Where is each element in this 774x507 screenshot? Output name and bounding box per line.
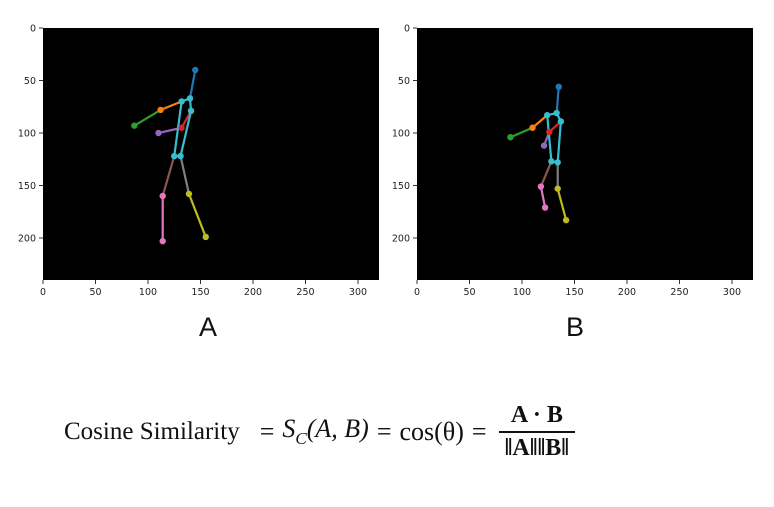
x-tick-label: 100	[139, 287, 157, 298]
y-tick-label: 100	[18, 129, 36, 140]
x-tick-label: 0	[414, 287, 420, 298]
formula-equals-2: =	[376, 417, 392, 446]
keypoint-l_ankle	[541, 204, 549, 211]
formula-fraction-bar	[498, 431, 576, 433]
skeleton-bone-r_knee-r_ankle	[556, 187, 568, 222]
keypoint-l_elbow	[157, 106, 164, 114]
plot-background	[43, 28, 379, 280]
formula-denominator: ‖A‖‖B‖	[504, 434, 570, 461]
keypoint-r_elbow	[178, 124, 185, 131]
keypoint-r_wrist	[155, 129, 162, 137]
x-tick-label: 250	[670, 287, 688, 298]
keypoint-r_shoulder	[187, 107, 195, 115]
skeleton-bone-r_knee-r_ankle	[187, 192, 207, 239]
x-tick-label: 150	[191, 287, 209, 298]
formula-fraction: A · B ‖A‖‖B‖	[498, 402, 576, 462]
formula-sc-symbol: S	[282, 414, 296, 444]
pose-plot-a: 0 50 100 150 200 250 300 0 50 100 150 200	[18, 24, 379, 298]
x-tick-label: 300	[349, 287, 367, 298]
panel-caption-b: B	[566, 312, 585, 342]
keypoint-l_knee	[159, 192, 166, 200]
skeleton-bone-l_shoulder-l_elbow	[159, 100, 183, 112]
skeleton-bone-l_hip-l_knee	[539, 160, 553, 188]
y-tick-label: 100	[392, 129, 410, 140]
skeleton-bone-r_hip-r_knee	[179, 155, 191, 195]
y-tick-label: 200	[18, 234, 36, 245]
pose-plot-b: 0 50 100 150 200 250 300 0 50 100 150 200	[392, 24, 753, 298]
keypoint-l_wrist	[131, 122, 138, 129]
keypoint-r_hip	[554, 159, 561, 166]
keypoint-l_shoulder	[178, 98, 185, 105]
skeleton-bone-l_elbow-l_wrist	[509, 126, 534, 139]
cosine-similarity-formula: Cosine Similarity = SC(A, B) = cos(θ) = …	[64, 392, 576, 472]
skeleton-bone-l_knee-l_ankle	[539, 185, 547, 209]
keypoint-l_wrist	[507, 134, 514, 141]
skeleton-bone-l_elbow-l_wrist	[133, 108, 162, 127]
keypoint-l_shoulder	[544, 111, 551, 119]
keypoint-r_shoulder	[557, 118, 565, 125]
keypoint-l_knee	[537, 183, 545, 190]
y-tick-label: 150	[392, 181, 410, 192]
keypoint-l_ankle	[159, 237, 166, 245]
keypoint-l_hip	[171, 152, 178, 160]
x-tick-label: 300	[723, 287, 741, 298]
formula-equals-1: =	[259, 417, 275, 446]
keypoint-neck	[186, 95, 194, 102]
keypoint-r_wrist	[540, 142, 548, 149]
keypoint-l_hip	[548, 158, 555, 165]
skeleton-bone-l_shoulder-l_elbow	[531, 114, 549, 129]
x-tick-label: 250	[296, 287, 314, 298]
x-tick-label: 200	[618, 287, 636, 298]
keypoint-r_hip	[177, 152, 184, 160]
x-tick-label: 100	[513, 287, 531, 298]
skeleton-bone-head-neck	[555, 85, 560, 115]
keypoint-l_elbow	[529, 124, 536, 131]
x-tick-label: 150	[565, 287, 583, 298]
y-tick-label: 50	[24, 76, 36, 87]
formula-sc: SC(A, B)	[282, 414, 368, 449]
keypoint-head	[555, 83, 562, 91]
formula-sc-args: (A, B)	[306, 414, 369, 444]
skeleton-bone-r_shoulder-r_hip	[556, 120, 562, 164]
x-tick-label: 200	[244, 287, 262, 298]
x-tick-label: 50	[463, 287, 475, 298]
keypoint-r_ankle	[562, 216, 570, 224]
pose-panel-b: 0 50 100 150 200 250 300 0 50 100 150 200	[375, 0, 770, 300]
plot-background	[417, 28, 753, 280]
formula-cos: cos(θ)	[399, 417, 464, 446]
y-tick-label: 150	[18, 181, 36, 192]
keypoint-r_knee	[185, 190, 193, 198]
y-tick-label: 200	[392, 234, 410, 245]
y-tick-label: 50	[398, 76, 410, 87]
skeleton-bone-l_shoulder-l_hip	[546, 114, 553, 163]
skeleton-bone-l_hip-l_knee	[161, 155, 176, 198]
pose-panel-a: 0 50 100 150 200 250 300 0 50 100 150 200	[0, 0, 385, 300]
skeleton-bone-head-neck	[188, 68, 197, 100]
keypoint-r_elbow	[546, 128, 553, 136]
panel-caption-a: A	[199, 312, 218, 342]
y-tick-label: 0	[30, 24, 36, 35]
y-tick-label: 0	[404, 24, 410, 35]
x-tick-label: 50	[89, 287, 101, 298]
skeleton-bone-l_shoulder-l_hip	[173, 100, 183, 158]
keypoint-r_knee	[554, 185, 561, 192]
skeleton-bone-r_shoulder-r_hip	[179, 109, 193, 158]
x-tick-label: 0	[40, 287, 46, 298]
formula-equals-3: =	[471, 417, 487, 446]
formula-sc-subscript: C	[295, 428, 307, 448]
formula-label: Cosine Similarity	[64, 418, 240, 445]
keypoint-r_ankle	[202, 233, 209, 241]
formula-numerator: A · B	[510, 402, 563, 429]
keypoint-head	[192, 66, 199, 74]
keypoint-neck	[553, 109, 560, 117]
